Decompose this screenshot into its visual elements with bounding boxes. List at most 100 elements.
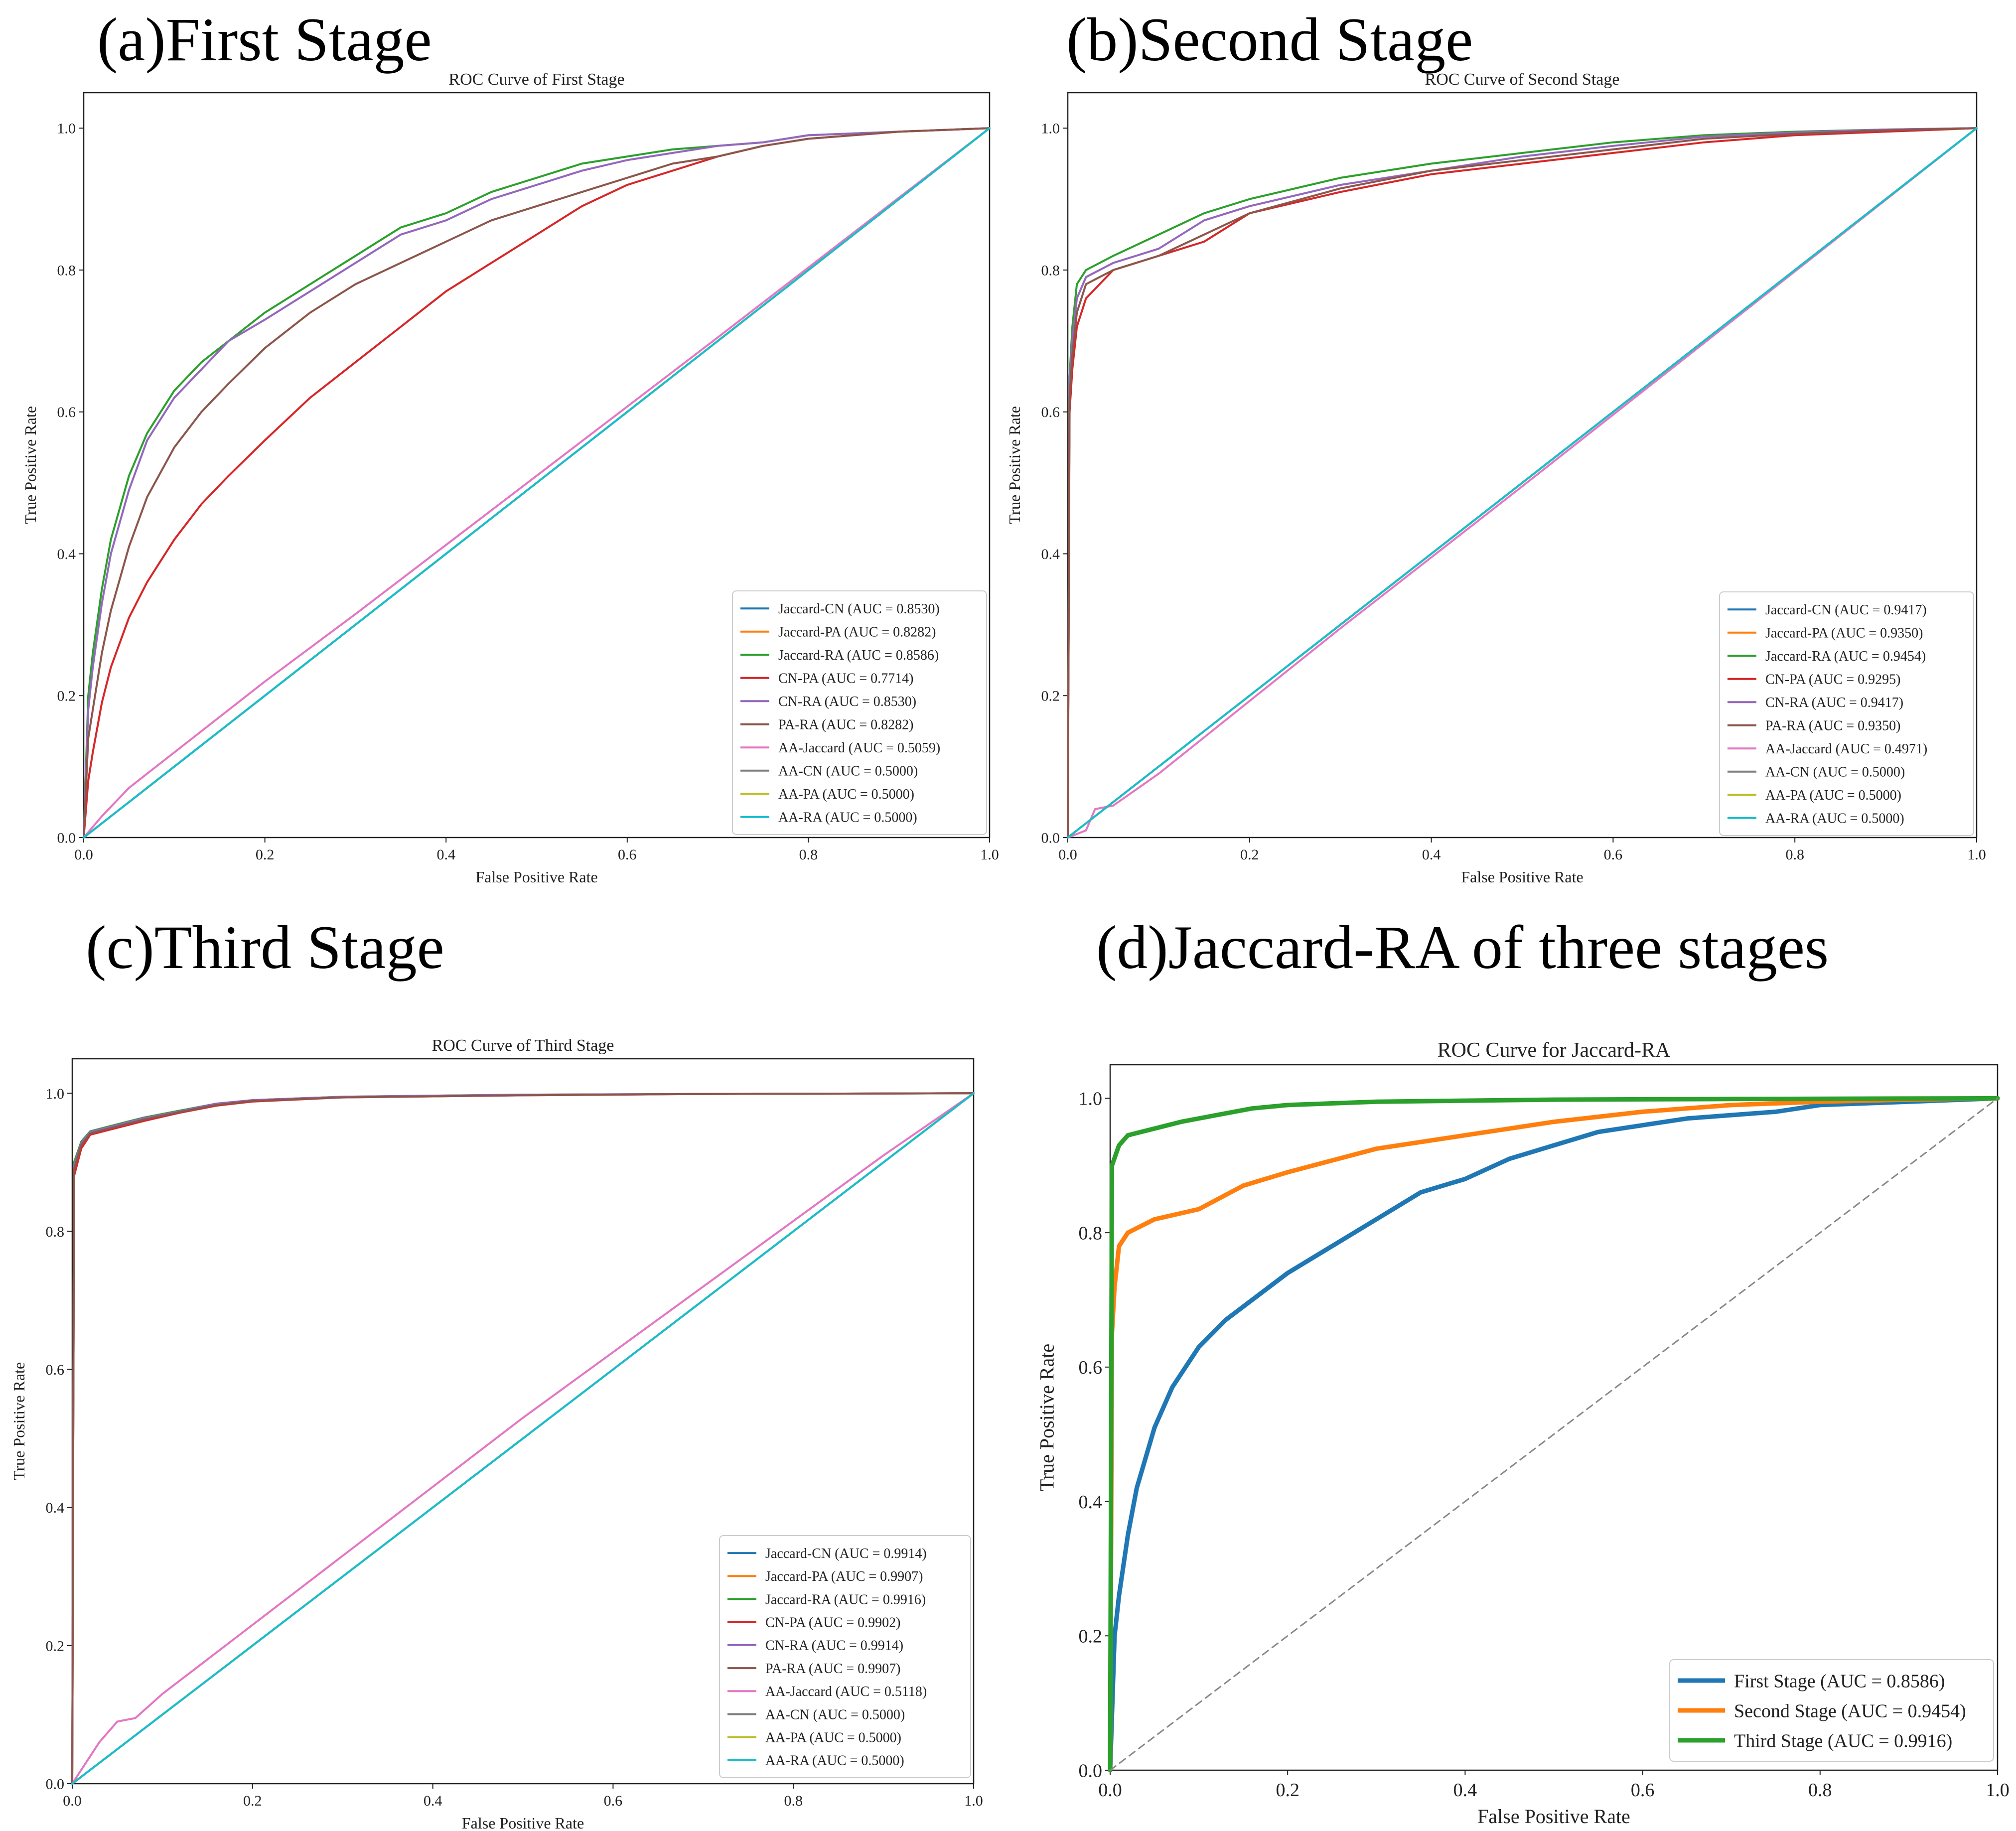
legend-entry: CN-RA (AUC = 0.8530) bbox=[778, 694, 916, 709]
legend-entry: PA-RA (AUC = 0.8282) bbox=[778, 717, 913, 733]
y-tick-label: 0.2 bbox=[1041, 688, 1060, 704]
x-tick-label: 0.4 bbox=[436, 846, 455, 863]
legend-box bbox=[1719, 591, 1974, 836]
y-tick-label: 0.2 bbox=[57, 688, 76, 704]
series-line bbox=[1067, 127, 1978, 839]
x-axis-label: False Positive Rate bbox=[1477, 1805, 1630, 1828]
legend-entry: PA-RA (AUC = 0.9907) bbox=[765, 1661, 900, 1677]
x-tick-label: 0.2 bbox=[1240, 846, 1259, 863]
legend-entry: Jaccard-RA (AUC = 0.9916) bbox=[765, 1592, 926, 1607]
legend-entry: AA-PA (AUC = 0.5000) bbox=[1765, 788, 1901, 803]
x-tick-label: 0.0 bbox=[63, 1793, 82, 1809]
series-line bbox=[1067, 127, 1978, 839]
y-tick-label: 0.8 bbox=[57, 262, 76, 279]
x-tick-label: 0.8 bbox=[784, 1793, 803, 1809]
legend: First Stage (AUC = 0.8586) Second Stage (… bbox=[1669, 1659, 1994, 1762]
panel-c-heading: (c)Third Stage bbox=[86, 913, 444, 982]
x-tick-label: 0.0 bbox=[74, 846, 93, 863]
y-tick-label: 1.0 bbox=[57, 121, 76, 137]
legend-entry: AA-CN (AUC = 0.5000) bbox=[778, 764, 918, 779]
y-tick-label: 0.4 bbox=[57, 546, 76, 563]
legend-entry: Jaccard-CN (AUC = 0.8530) bbox=[778, 601, 940, 617]
y-tick-label: 0.8 bbox=[46, 1224, 65, 1240]
chart-title: ROC Curve of First Stage bbox=[448, 70, 624, 89]
x-tick-label: 0.6 bbox=[604, 1793, 623, 1809]
legend-entry: Jaccard-CN (AUC = 0.9914) bbox=[765, 1546, 927, 1561]
y-tick-label: 0.2 bbox=[1079, 1626, 1103, 1647]
legend-entry: CN-PA (AUC = 0.9902) bbox=[765, 1615, 900, 1631]
legend-entry: AA-PA (AUC = 0.5000) bbox=[778, 787, 914, 802]
x-tick-label: 0.0 bbox=[1098, 1780, 1122, 1801]
series-line bbox=[83, 127, 991, 839]
chart-panel-4: ROC Curve for Jaccard-RA 0.0 0.2 0.4 0.6 0.8 1… bbox=[1035, 1039, 2009, 1828]
legend-entry: AA-Jaccard (AUC = 0.4971) bbox=[1765, 741, 1927, 757]
chart-title: ROC Curve for Jaccard-RA bbox=[1438, 1039, 1671, 1062]
x-tick-label: 0.6 bbox=[1604, 846, 1623, 863]
series-line bbox=[83, 127, 991, 839]
legend: Jaccard-CN (AUC = 0.8530) Jaccard-PA (AUC… bbox=[732, 590, 987, 835]
y-tick-label: 1.0 bbox=[1041, 121, 1060, 137]
legend-entry: CN-PA (AUC = 0.7714) bbox=[778, 671, 913, 687]
chart-title: ROC Curve of Second Stage bbox=[1425, 70, 1620, 89]
chart-panel-3: ROC Curve of Third Stage 0.0 0.2 0.4 0.6 0.8 1… bbox=[10, 1036, 983, 1831]
y-tick-label: 0.0 bbox=[57, 830, 76, 846]
y-tick-label: 0.4 bbox=[1041, 546, 1060, 563]
legend-entry: Jaccard-PA (AUC = 0.9350) bbox=[1765, 626, 1923, 641]
x-tick-label: 0.8 bbox=[799, 846, 818, 863]
x-tick-label: 1.0 bbox=[1986, 1780, 2010, 1801]
series-line bbox=[71, 1092, 975, 1785]
series-line bbox=[71, 1092, 975, 1785]
y-tick-label: 0.6 bbox=[1079, 1357, 1103, 1378]
legend-entry: Third Stage (AUC = 0.9916) bbox=[1734, 1730, 1952, 1751]
x-tick-label: 0.6 bbox=[618, 846, 637, 863]
x-tick-label: 0.2 bbox=[243, 1793, 262, 1809]
y-tick-label: 0.6 bbox=[1041, 404, 1060, 421]
chart-panel-2: ROC Curve of Second Stage 0.0 0.2 0.4 0.6 0.8… bbox=[1006, 70, 1986, 886]
series-line bbox=[1108, 1096, 2000, 1773]
legend-entry: Second Stage (AUC = 0.9454) bbox=[1734, 1700, 1966, 1721]
legend-entry: PA-RA (AUC = 0.9350) bbox=[1765, 718, 1900, 734]
legend-entry: AA-RA (AUC = 0.5000) bbox=[765, 1753, 904, 1769]
legend-entry: Jaccard-PA (AUC = 0.9907) bbox=[765, 1569, 923, 1584]
series-line bbox=[1108, 1096, 2000, 1773]
legend-entry: CN-PA (AUC = 0.9295) bbox=[1765, 672, 1900, 688]
x-tick-label: 0.4 bbox=[1453, 1780, 1477, 1801]
chart-title: ROC Curve of Third Stage bbox=[432, 1036, 614, 1055]
y-tick-label: 0.0 bbox=[1079, 1760, 1103, 1781]
x-tick-label: 0.0 bbox=[1058, 846, 1077, 863]
series-line bbox=[1108, 1096, 2000, 1773]
y-axis-label: True Positive Rate bbox=[1035, 1344, 1058, 1491]
x-tick-label: 0.2 bbox=[1276, 1780, 1299, 1801]
y-tick-label: 1.0 bbox=[46, 1086, 65, 1102]
legend: Jaccard-CN (AUC = 0.9417) Jaccard-PA (AUC… bbox=[1719, 591, 1974, 836]
x-tick-label: 0.8 bbox=[1808, 1780, 1832, 1801]
y-tick-label: 0.6 bbox=[57, 404, 76, 421]
legend-entry: AA-Jaccard (AUC = 0.5118) bbox=[765, 1684, 927, 1699]
panel-a-heading: (a)First Stage bbox=[97, 5, 432, 74]
legend-entry: CN-RA (AUC = 0.9417) bbox=[1765, 695, 1903, 710]
y-axis-label: True Positive Rate bbox=[10, 1362, 28, 1480]
series-line bbox=[83, 127, 991, 839]
legend-entry: Jaccard-RA (AUC = 0.8586) bbox=[778, 648, 939, 663]
series-line bbox=[1067, 127, 1978, 839]
y-tick-label: 0.8 bbox=[1041, 262, 1060, 279]
legend-entry: Jaccard-CN (AUC = 0.9417) bbox=[1765, 602, 1927, 618]
series-line bbox=[1067, 127, 1978, 839]
series-line bbox=[71, 1092, 975, 1785]
panel-b-heading: (b)Second Stage bbox=[1066, 5, 1473, 74]
x-tick-label: 0.4 bbox=[1422, 846, 1441, 863]
y-tick-label: 0.2 bbox=[46, 1638, 65, 1654]
legend-entry: AA-CN (AUC = 0.5000) bbox=[1765, 765, 1905, 780]
x-tick-label: 0.8 bbox=[1785, 846, 1804, 863]
y-tick-label: 0.8 bbox=[1079, 1223, 1103, 1244]
y-tick-label: 1.0 bbox=[1079, 1089, 1103, 1110]
x-tick-label: 1.0 bbox=[1967, 846, 1986, 863]
series-line bbox=[83, 127, 991, 839]
legend-entry: AA-RA (AUC = 0.5000) bbox=[1765, 811, 1904, 827]
panel-d-heading: (d)Jaccard-RA of three stages bbox=[1096, 913, 1829, 982]
y-tick-label: 0.0 bbox=[1041, 830, 1060, 846]
legend: Jaccard-CN (AUC = 0.9914) Jaccard-PA (AUC… bbox=[719, 1535, 971, 1778]
x-axis-label: False Positive Rate bbox=[462, 1814, 584, 1831]
y-tick-label: 0.4 bbox=[46, 1500, 65, 1516]
